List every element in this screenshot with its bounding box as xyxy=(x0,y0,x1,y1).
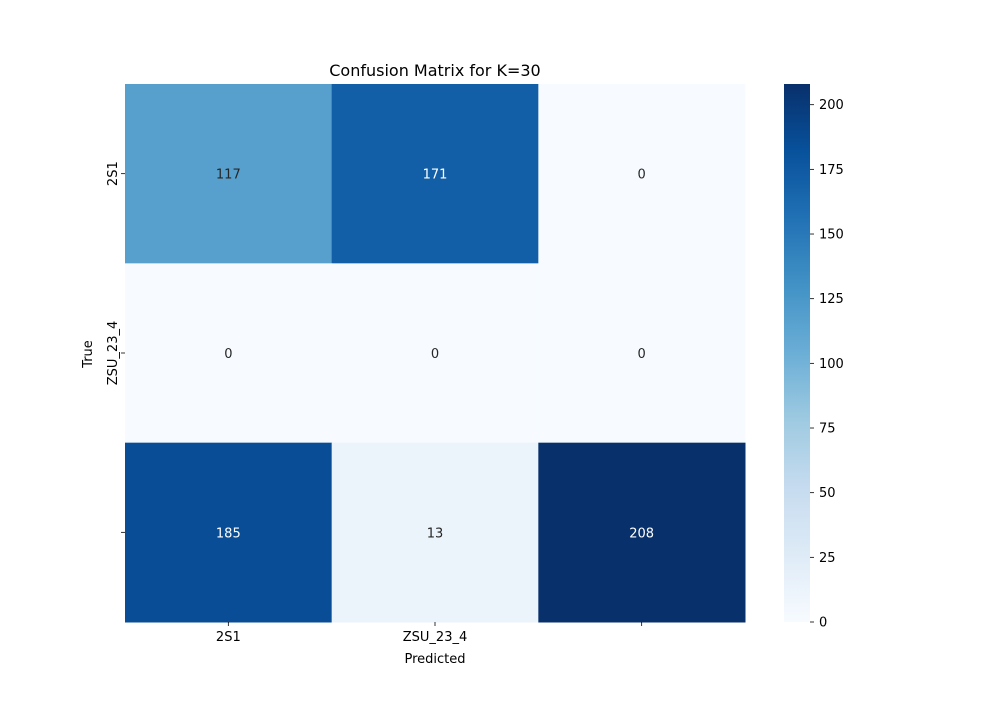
colorbar-tick-label-1: 25 xyxy=(819,551,836,566)
x-tick-label-0: 2S1 xyxy=(216,630,241,645)
heatmap-cell-r0-c0 xyxy=(125,84,333,264)
colorbar-tick-label-7: 175 xyxy=(819,163,844,178)
colorbar-tick-label-5: 125 xyxy=(819,292,844,307)
cell-value-r1-c1: 0 xyxy=(431,347,439,362)
x-axis-ticks: 2S1 ZSU_23_4 xyxy=(216,622,643,645)
colorbar-tick-label-8: 200 xyxy=(819,98,844,113)
colorbar-tick-label-6: 150 xyxy=(819,228,844,243)
cell-value-r1-c2: 0 xyxy=(638,347,646,362)
heatmap-cell-r1-c0 xyxy=(125,263,333,444)
heatmap-cells xyxy=(125,84,746,623)
y-tick-label-0: 2S1 xyxy=(106,161,121,186)
heatmap-cell-r2-c1 xyxy=(331,442,539,623)
chart-title: Confusion Matrix for K=30 xyxy=(329,61,540,80)
heatmap-cell-labels: 117 171 0 0 0 0 185 13 208 xyxy=(216,168,654,542)
colorbar xyxy=(784,84,810,622)
heatmap-cell-r0-c1 xyxy=(331,84,539,264)
colorbar-tick-label-2: 50 xyxy=(819,486,836,501)
x-tick-label-1: ZSU_23_4 xyxy=(403,630,468,645)
cell-value-r0-c2: 0 xyxy=(638,168,646,183)
cell-value-r1-c0: 0 xyxy=(224,347,232,362)
colorbar-tick-label-0: 0 xyxy=(819,616,827,631)
cell-value-r2-c1: 13 xyxy=(427,526,444,541)
heatmap-cell-r2-c2 xyxy=(538,442,746,623)
colorbar-tick-label-4: 100 xyxy=(819,357,844,372)
cell-value-r0-c0: 117 xyxy=(216,168,241,183)
cell-value-r2-c0: 185 xyxy=(216,526,241,541)
colorbar-ticks: 0 25 50 75 100 125 150 175 200 xyxy=(810,98,844,631)
heatmap-cell-r1-c2 xyxy=(538,263,746,444)
cell-value-r2-c2: 208 xyxy=(629,526,654,541)
cell-value-r0-c1: 171 xyxy=(423,168,448,183)
x-axis-label: Predicted xyxy=(404,652,465,667)
colorbar-tick-label-3: 75 xyxy=(819,422,836,437)
heatmap-cell-r1-c1 xyxy=(331,263,539,444)
y-axis-label: True xyxy=(81,340,96,369)
y-tick-label-1: ZSU_23_4 xyxy=(106,321,121,386)
heatmap-cell-r2-c0 xyxy=(125,442,333,623)
heatmap-cell-r0-c2 xyxy=(538,84,746,264)
y-axis-ticks: 2S1 ZSU_23_4 xyxy=(106,161,125,533)
